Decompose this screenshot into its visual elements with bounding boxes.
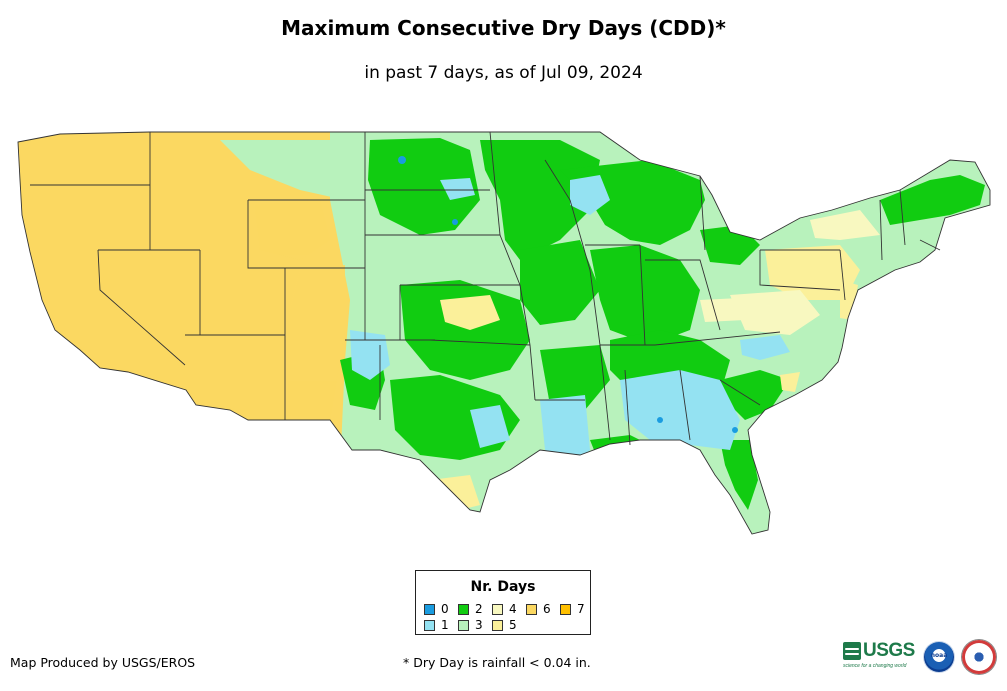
usgs-tagline: science for a changing world	[843, 663, 907, 669]
legend-label: 5	[509, 618, 517, 632]
legend-item-0: 0	[424, 602, 449, 616]
legend-item-4: 4	[492, 602, 517, 616]
nws-emblem-icon	[971, 649, 987, 665]
legend-item-6: 6	[526, 602, 551, 616]
legend-swatch	[560, 603, 571, 615]
legend-label: 4	[509, 602, 517, 616]
legend-swatch	[458, 619, 469, 631]
usgs-logo: USGS	[843, 640, 915, 661]
map-title: Maximum Consecutive Dry Days (CDD)*	[281, 16, 726, 40]
noaa-logo-text: noaa	[930, 652, 948, 659]
legend-title: Nr. Days	[470, 579, 536, 595]
usgs-wave-icon	[843, 642, 861, 660]
nws-logo	[962, 640, 996, 674]
legend-label: 0	[441, 602, 449, 616]
legend: Nr. Days 0 2 4 6 7 1 3 5	[415, 570, 591, 635]
legend-label: 6	[543, 602, 551, 616]
legend-swatch	[492, 619, 503, 631]
legend-label: 1	[441, 618, 449, 632]
region-5-days-plains	[255, 200, 345, 420]
legend-item-1: 1	[424, 618, 449, 632]
legend-label: 3	[475, 618, 483, 632]
legend-label: 2	[475, 602, 483, 616]
legend-swatch	[424, 619, 435, 631]
legend-swatch	[424, 603, 435, 615]
legend-swatch	[458, 603, 469, 615]
legend-label: 7	[577, 602, 585, 616]
dry-day-footnote: * Dry Day is rainfall < 0.04 in.	[403, 655, 591, 670]
legend-swatch	[526, 603, 537, 615]
map-credit: Map Produced by USGS/EROS	[10, 655, 196, 670]
precip-coverage	[18, 132, 990, 534]
map-subtitle: in past 7 days, as of Jul 09, 2024	[364, 63, 643, 83]
state-boundaries	[17, 131, 991, 535]
region-1-day	[350, 175, 790, 465]
legend-swatch	[492, 603, 503, 615]
legend-item-5: 5	[492, 618, 517, 632]
region-0-days	[398, 156, 738, 433]
noaa-logo: noaa	[924, 642, 954, 672]
legend-item-2: 2	[458, 602, 483, 616]
region-3-days-north	[220, 140, 345, 200]
usgs-logo-text: USGS	[863, 640, 915, 661]
legend-item-7: 7	[560, 602, 585, 616]
legend-item-3: 3	[458, 618, 483, 632]
